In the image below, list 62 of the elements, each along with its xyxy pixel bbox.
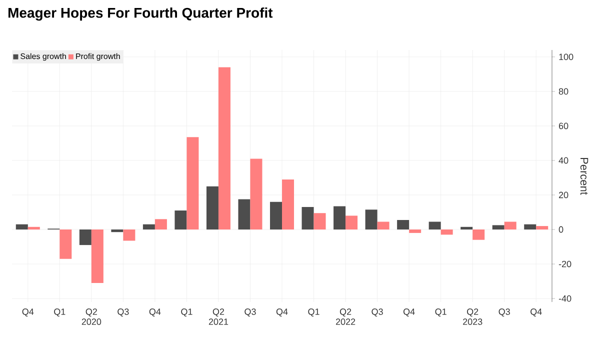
bar — [111, 229, 124, 232]
y-tick-label: 60 — [558, 122, 568, 130]
x-tick-label: Q2 2020 — [82, 308, 102, 325]
x-tick-label: Q1 — [54, 308, 66, 316]
legend-label: Sales growth — [20, 53, 66, 61]
bar — [302, 207, 314, 230]
y-tick-label: 0 — [558, 226, 564, 233]
bar — [79, 229, 92, 246]
bar — [428, 222, 441, 230]
bar — [282, 179, 294, 230]
bar — [346, 216, 358, 230]
x-tick-label: Q4 — [403, 308, 415, 316]
bar — [186, 137, 199, 230]
bar — [206, 186, 218, 230]
x-tick-label: Q1 — [435, 308, 446, 316]
x-tick-label: Q2 2021 — [208, 308, 228, 325]
bar — [409, 229, 422, 233]
bar — [504, 222, 516, 230]
x-tick-label: Q3 — [372, 308, 383, 316]
bar — [238, 199, 250, 230]
bar — [154, 219, 167, 230]
bar — [91, 229, 104, 283]
bar — [377, 222, 390, 230]
x-tick-label: Q2 2022 — [336, 308, 356, 325]
bar — [440, 229, 453, 235]
y-tick-label: 20 — [558, 192, 568, 198]
x-tick-label: Q1 — [308, 308, 320, 316]
x-tick-label: Q3 — [498, 308, 510, 316]
y-tick-label: 40 — [558, 157, 568, 164]
bar — [524, 224, 536, 230]
x-tick-label: Q3 — [118, 308, 129, 316]
bar — [250, 158, 262, 230]
bar — [28, 226, 40, 230]
bar — [536, 226, 548, 230]
bar — [397, 220, 410, 230]
x-tick-label: Q4 — [22, 308, 34, 316]
x-tick-label: Q4 — [276, 308, 288, 316]
bar — [460, 226, 473, 230]
y-tick-label: 80 — [558, 88, 568, 95]
x-tick-label: Q2 2023 — [463, 308, 482, 325]
bar — [334, 206, 346, 230]
x-tick-label: Q4 — [530, 308, 542, 316]
y-tick-label: 100 — [559, 54, 574, 60]
bar — [174, 210, 187, 230]
bar — [16, 224, 28, 230]
bar — [270, 202, 282, 230]
bar — [123, 229, 136, 241]
x-tick-label: Q4 — [149, 308, 161, 316]
x-tick-label: Q1 — [181, 308, 192, 316]
bar — [492, 225, 504, 230]
y-tick-label: -40 — [558, 295, 572, 302]
legend-label: Profit growth — [76, 53, 120, 61]
y-axis-title: Percent — [580, 158, 588, 195]
bar — [472, 229, 485, 240]
x-tick-label: Q3 — [244, 308, 256, 316]
chart-title: Meager Hopes For Fourth Quarter Profit — [8, 8, 273, 21]
bar — [60, 229, 72, 259]
bar — [218, 67, 230, 230]
y-tick-label: -20 — [558, 260, 572, 268]
bar — [365, 210, 378, 230]
bar — [314, 213, 326, 230]
bar — [142, 224, 155, 230]
